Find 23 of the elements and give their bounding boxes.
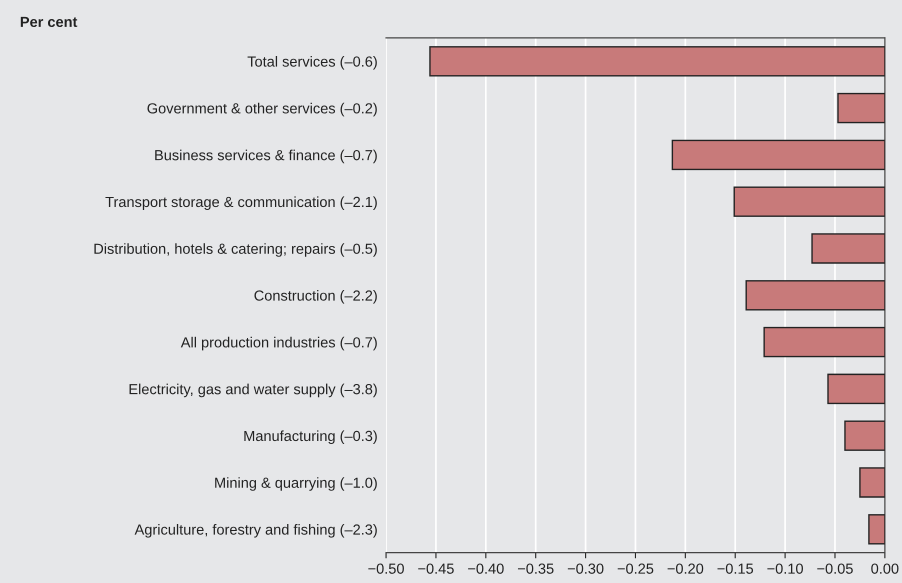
x-tick-label: −0.05 [817,563,853,574]
y-tick-label: Construction (–2.2) [254,290,377,304]
x-tick-label: 0.00 [871,563,898,574]
y-tick-label: Electricity, gas and water supply (–3.8) [130,384,377,398]
x-tick-label: −0.50 [368,563,404,574]
text: Per cent [20,16,78,28]
y-tick-label: Mining & quarrying (–1.0) [215,477,377,491]
x-tick-label: −0.10 [767,563,803,574]
y-tick-label: Agriculture, forestry and fishing (–2.3) [134,524,377,538]
x-tick-label: −0.35 [518,563,554,574]
y-tick-label: All production industries (–0.7) [180,336,377,350]
y-tick-label: Distribution, hotels & catering; repairs (–0.5) [94,243,377,257]
y-tick-label: Transport storage & communication (–2.1) [105,196,377,210]
x-tick-label: −0.30 [568,563,604,574]
y-tick-label: Manufacturing (–0.3) [244,430,377,444]
x-tick-label: −0.15 [717,563,754,574]
y-tick-label: Business services & finance (–0.7) [155,150,377,164]
y-tick-label: Government & other services (–0.2) [147,102,377,116]
x-tick-label: −0.25 [618,563,654,574]
x-tick-label: −0.40 [468,563,504,574]
x-tick-label: −0.20 [668,563,704,574]
y-tick-label: Total services (–0.6) [248,56,377,70]
x-tick-label: −0.45 [418,563,454,574]
